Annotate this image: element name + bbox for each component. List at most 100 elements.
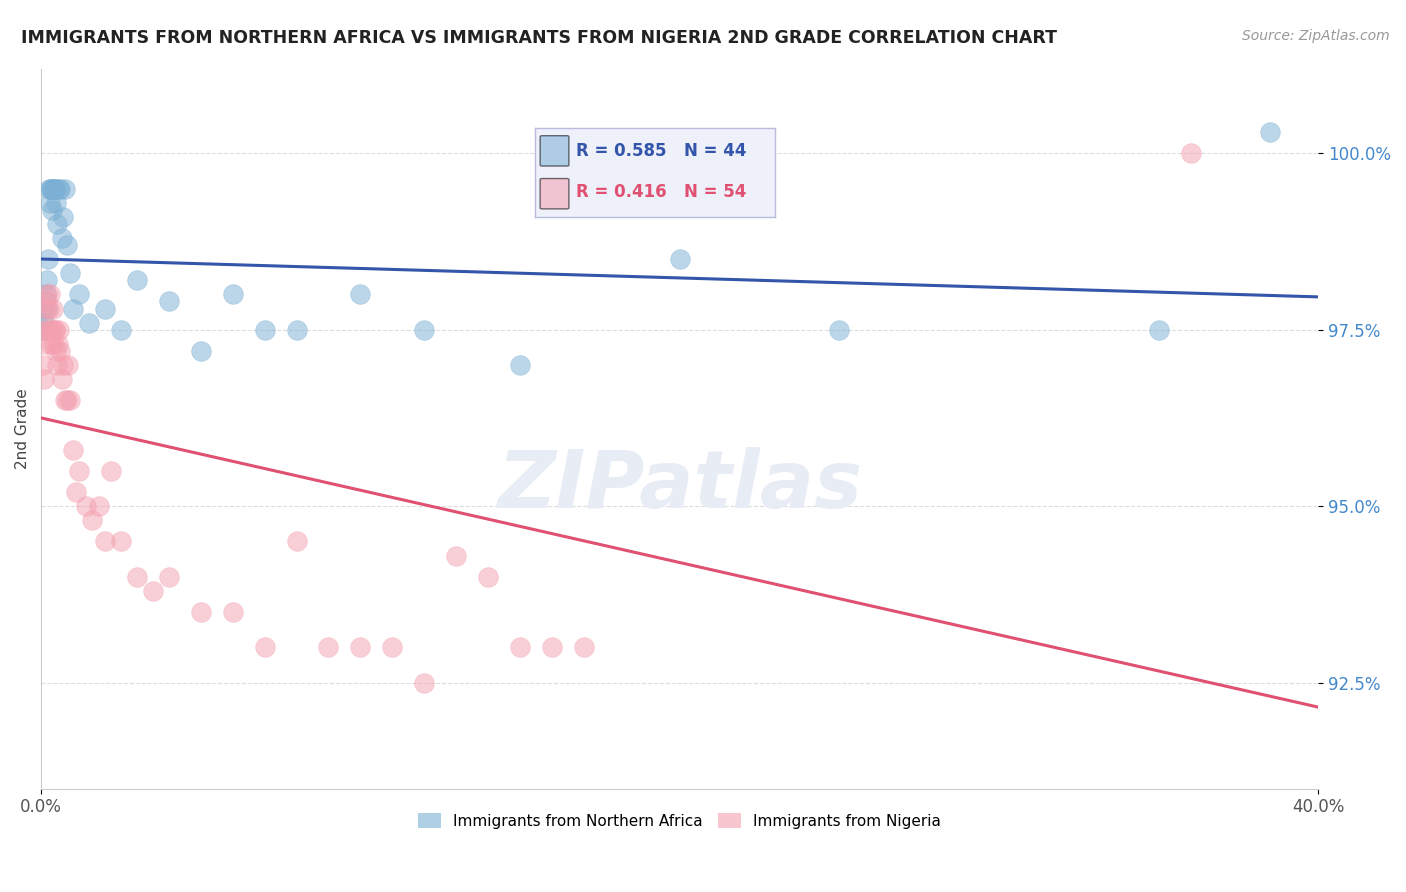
Point	[253, 323, 276, 337]
Point	[41, 336, 63, 351]
Point	[221, 605, 243, 619]
Point	[44, 323, 66, 337]
Point	[75, 499, 97, 513]
Point	[49, 181, 72, 195]
Point	[39, 195, 62, 210]
Point	[37, 323, 59, 337]
Point	[42, 181, 65, 195]
Point	[37, 301, 59, 316]
Point	[35, 273, 58, 287]
Point	[100, 464, 122, 478]
Point	[67, 464, 90, 478]
Text: ZIPatlas: ZIPatlas	[498, 447, 862, 525]
Point	[34, 316, 56, 330]
Point	[221, 287, 243, 301]
Point	[38, 181, 60, 195]
Point	[413, 323, 436, 337]
Point	[381, 640, 404, 655]
Point	[45, 343, 67, 358]
Point	[541, 640, 564, 655]
Point	[39, 181, 62, 195]
Point	[82, 513, 104, 527]
Point	[94, 301, 117, 316]
Point	[44, 181, 66, 195]
Point	[46, 336, 69, 351]
Point	[34, 294, 56, 309]
Point	[190, 605, 212, 619]
Point	[444, 549, 467, 563]
Point	[45, 195, 67, 210]
Point	[65, 485, 87, 500]
Point	[38, 301, 60, 316]
Text: R = 0.585: R = 0.585	[576, 142, 666, 160]
Point	[35, 301, 58, 316]
Point	[572, 640, 595, 655]
Point	[42, 301, 65, 316]
Point	[67, 287, 90, 301]
Point	[59, 393, 82, 408]
Point	[31, 358, 53, 372]
Point	[110, 323, 132, 337]
Point	[157, 294, 180, 309]
FancyBboxPatch shape	[540, 178, 569, 209]
Point	[39, 323, 62, 337]
Point	[52, 358, 75, 372]
Text: N = 54: N = 54	[683, 183, 747, 201]
Point	[668, 252, 690, 266]
Point	[828, 323, 851, 337]
Point	[41, 323, 63, 337]
Point	[349, 640, 371, 655]
Point	[34, 336, 56, 351]
Point	[51, 231, 73, 245]
Point	[46, 217, 69, 231]
Point	[87, 499, 110, 513]
Point	[41, 202, 63, 217]
Point	[253, 640, 276, 655]
Point	[34, 323, 56, 337]
Point	[1147, 323, 1170, 337]
Point	[94, 534, 117, 549]
Point	[35, 287, 58, 301]
Point	[37, 252, 59, 266]
Point	[125, 570, 148, 584]
Point	[41, 181, 63, 195]
Text: N = 44: N = 44	[683, 142, 747, 160]
Point	[55, 238, 77, 252]
Point	[285, 534, 308, 549]
Point	[110, 534, 132, 549]
Point	[509, 640, 531, 655]
Point	[51, 372, 73, 386]
Point	[53, 393, 76, 408]
Point	[55, 393, 77, 408]
Point	[48, 181, 70, 195]
Point	[46, 358, 69, 372]
Point	[48, 323, 70, 337]
Point	[31, 301, 53, 316]
Point	[349, 287, 371, 301]
Point	[77, 316, 100, 330]
Point	[1260, 125, 1282, 139]
Point	[32, 372, 55, 386]
Point	[39, 287, 62, 301]
Point	[1180, 146, 1202, 161]
Point	[62, 301, 84, 316]
Point	[142, 583, 165, 598]
Point	[157, 570, 180, 584]
Point	[44, 323, 66, 337]
Point	[49, 343, 72, 358]
Text: IMMIGRANTS FROM NORTHERN AFRICA VS IMMIGRANTS FROM NIGERIA 2ND GRADE CORRELATION: IMMIGRANTS FROM NORTHERN AFRICA VS IMMIG…	[21, 29, 1057, 46]
Point	[318, 640, 340, 655]
Text: R = 0.416: R = 0.416	[576, 183, 666, 201]
Point	[42, 181, 65, 195]
Point	[35, 287, 58, 301]
Point	[42, 336, 65, 351]
Point	[59, 266, 82, 280]
Point	[413, 675, 436, 690]
Point	[53, 181, 76, 195]
Y-axis label: 2nd Grade: 2nd Grade	[15, 388, 30, 469]
Point	[52, 210, 75, 224]
Point	[32, 323, 55, 337]
Point	[509, 358, 531, 372]
Point	[44, 181, 66, 195]
Point	[190, 343, 212, 358]
